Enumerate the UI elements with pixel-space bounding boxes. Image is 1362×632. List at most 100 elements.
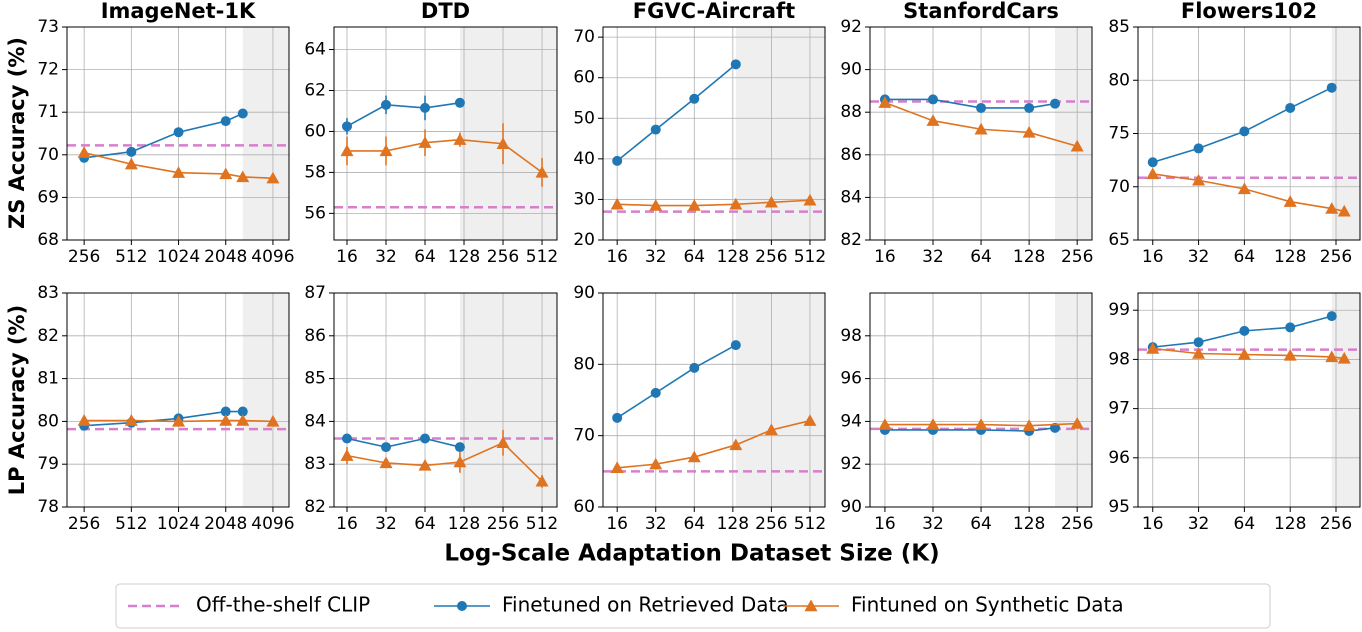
x-tick-label: 32: [922, 247, 944, 267]
point: [803, 193, 817, 206]
y-tick-label: 70: [1108, 177, 1130, 197]
shaded-region: [735, 27, 825, 240]
point: [173, 127, 184, 138]
chart-title: Flowers102: [1181, 0, 1317, 23]
point: [418, 136, 432, 148]
plot-frame: [602, 292, 826, 508]
y-tick-label: 30: [573, 189, 595, 209]
point: [926, 418, 940, 430]
x-tick-label: 256: [755, 514, 787, 534]
point: [219, 414, 233, 426]
x-tick-label: 128: [1013, 247, 1045, 267]
series-line: [617, 419, 811, 469]
point: [340, 144, 354, 157]
shaded-region: [459, 293, 557, 507]
y-tick-label: 83: [304, 454, 326, 474]
x-tick-label: 4096: [251, 514, 294, 534]
shaded-region: [242, 293, 289, 507]
point: [236, 414, 250, 426]
y-tick-label: 56: [304, 203, 326, 223]
chart-title: FGVC-Aircraft: [633, 0, 795, 23]
y-tick-label: 68: [37, 230, 59, 250]
x-tick-label: 16: [874, 247, 896, 267]
point: [650, 387, 661, 398]
legend-label: Finetuned on Retrieved Data: [502, 593, 789, 617]
x-tick-label: 32: [375, 247, 397, 267]
y-tick-label: 94: [840, 411, 862, 431]
point: [1146, 342, 1160, 354]
series-line: [84, 419, 273, 423]
y-tick-label: 65: [1108, 230, 1130, 250]
point: [1326, 311, 1337, 322]
y-tick-label: 82: [37, 326, 59, 346]
series-line: [346, 101, 461, 128]
legend-marker: [457, 601, 467, 611]
point: [803, 414, 817, 426]
x-tick-label: 128: [717, 514, 749, 534]
series-line: [84, 410, 243, 427]
series-line: [346, 138, 543, 174]
point: [381, 99, 392, 110]
x-tick-label: 256: [68, 514, 100, 534]
point: [878, 418, 892, 430]
y-tick-label: 84: [840, 187, 862, 207]
x-tick-label: 64: [683, 514, 705, 534]
x-tick-label: 128: [448, 514, 480, 534]
shaded-region: [1055, 27, 1092, 240]
x-tick-label: 256: [755, 247, 787, 267]
point: [689, 93, 700, 104]
y-tick-label: 86: [304, 326, 326, 346]
point: [454, 97, 465, 108]
y-tick-label: 81: [37, 369, 59, 389]
y-tick-label: 90: [840, 60, 862, 80]
point: [687, 199, 701, 211]
y-tick-label: 70: [573, 27, 595, 47]
point: [1239, 126, 1250, 137]
point: [650, 124, 661, 135]
plot-frame: [1137, 292, 1361, 508]
y-tick-label: 82: [304, 497, 326, 517]
shaded-region: [459, 27, 557, 240]
plot-frame: [602, 26, 826, 241]
point: [496, 137, 510, 149]
y-tick-label: 85: [1108, 17, 1130, 37]
y-tick-label: 69: [37, 187, 59, 207]
x-axis-label: Log-Scale Adaptation Dataset Size (K): [444, 541, 939, 567]
point: [453, 133, 467, 145]
point: [1326, 82, 1337, 93]
point: [612, 155, 623, 166]
x-tick-label: 2048: [204, 247, 247, 267]
point: [341, 121, 352, 132]
point: [220, 116, 231, 127]
point: [1146, 167, 1160, 180]
y-tick-label: 72: [37, 60, 59, 80]
x-tick-label: 16: [606, 247, 628, 267]
chart-title: ImageNet-1K: [101, 0, 256, 23]
legend-label: Fintuned on Synthetic Data: [851, 593, 1124, 617]
x-tick-label: 256: [1320, 514, 1352, 534]
point: [764, 423, 778, 436]
y-tick-label: 50: [573, 108, 595, 128]
point: [1193, 337, 1204, 348]
point: [1192, 347, 1206, 359]
y-tick-label: 71: [37, 102, 59, 122]
y-tick-label: 60: [304, 121, 326, 141]
series-line: [346, 437, 461, 448]
y-tick-label: 64: [304, 40, 326, 60]
point: [340, 449, 354, 461]
point: [730, 59, 741, 70]
legend-marker: [804, 599, 818, 612]
plot-frame: [869, 26, 1093, 241]
y-tick-label: 92: [840, 17, 862, 37]
y-tick-label: 60: [573, 68, 595, 88]
point: [124, 157, 138, 170]
point: [535, 165, 549, 178]
x-tick-label: 16: [336, 247, 358, 267]
x-tick-label: 2048: [204, 514, 247, 534]
point: [172, 166, 186, 178]
point: [729, 438, 743, 451]
x-tick-label: 128: [1274, 514, 1306, 534]
point: [1239, 325, 1250, 336]
chart-title: DTD: [421, 0, 470, 23]
x-tick-label: 128: [717, 247, 749, 267]
